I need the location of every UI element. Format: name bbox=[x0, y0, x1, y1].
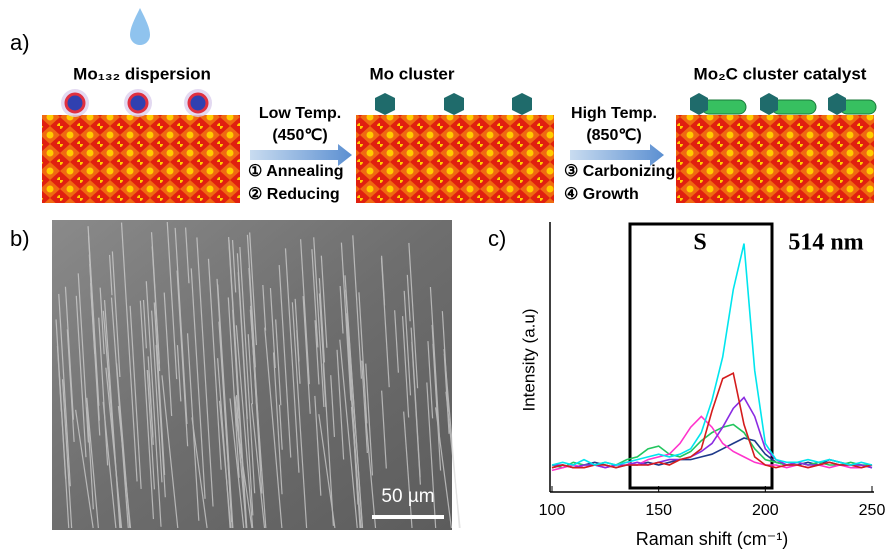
step-action: ② Reducing bbox=[248, 186, 340, 203]
panel-label: c) bbox=[488, 226, 506, 251]
stage-label: Mo cluster bbox=[369, 64, 454, 83]
y-axis-label: Intensity (a.u) bbox=[519, 309, 538, 412]
step-action: ③ Carbonizing bbox=[564, 163, 675, 180]
panel-label: a) bbox=[10, 30, 30, 55]
figure: a) Mo₁₃₂ dispersion Low Temp. (450℃) ① A… bbox=[0, 0, 890, 549]
step-temperature: (450℃) bbox=[272, 127, 327, 144]
x-tick-label: 100 bbox=[539, 502, 566, 519]
substrate bbox=[356, 93, 554, 203]
step-action: ④ Growth bbox=[564, 186, 639, 203]
scale-label: 50 µm bbox=[381, 486, 434, 507]
annotation: S bbox=[693, 230, 706, 256]
x-axis-label: Raman shift (cm⁻¹) bbox=[636, 529, 789, 549]
substrate bbox=[676, 93, 876, 203]
step-action: ① Annealing bbox=[248, 163, 344, 180]
step-condition: Low Temp. bbox=[259, 105, 341, 122]
x-tick-label: 250 bbox=[859, 502, 886, 519]
annotation: 514 nm bbox=[788, 230, 863, 256]
x-tick-label: 200 bbox=[752, 502, 779, 519]
step-temperature: (850℃) bbox=[586, 127, 641, 144]
panel-label: b) bbox=[10, 226, 30, 251]
step-condition: High Temp. bbox=[571, 105, 657, 122]
droplet-icon bbox=[130, 8, 150, 45]
stage-label: Mo₂C cluster catalyst bbox=[694, 64, 867, 83]
x-tick-label: 150 bbox=[645, 502, 672, 519]
chart: c) Intensity (a.u) Raman shift (cm⁻¹) S … bbox=[488, 222, 885, 549]
stage-label: Mo₁₃₂ dispersion bbox=[73, 64, 211, 83]
substrate bbox=[42, 89, 240, 203]
sem-image bbox=[52, 220, 460, 530]
